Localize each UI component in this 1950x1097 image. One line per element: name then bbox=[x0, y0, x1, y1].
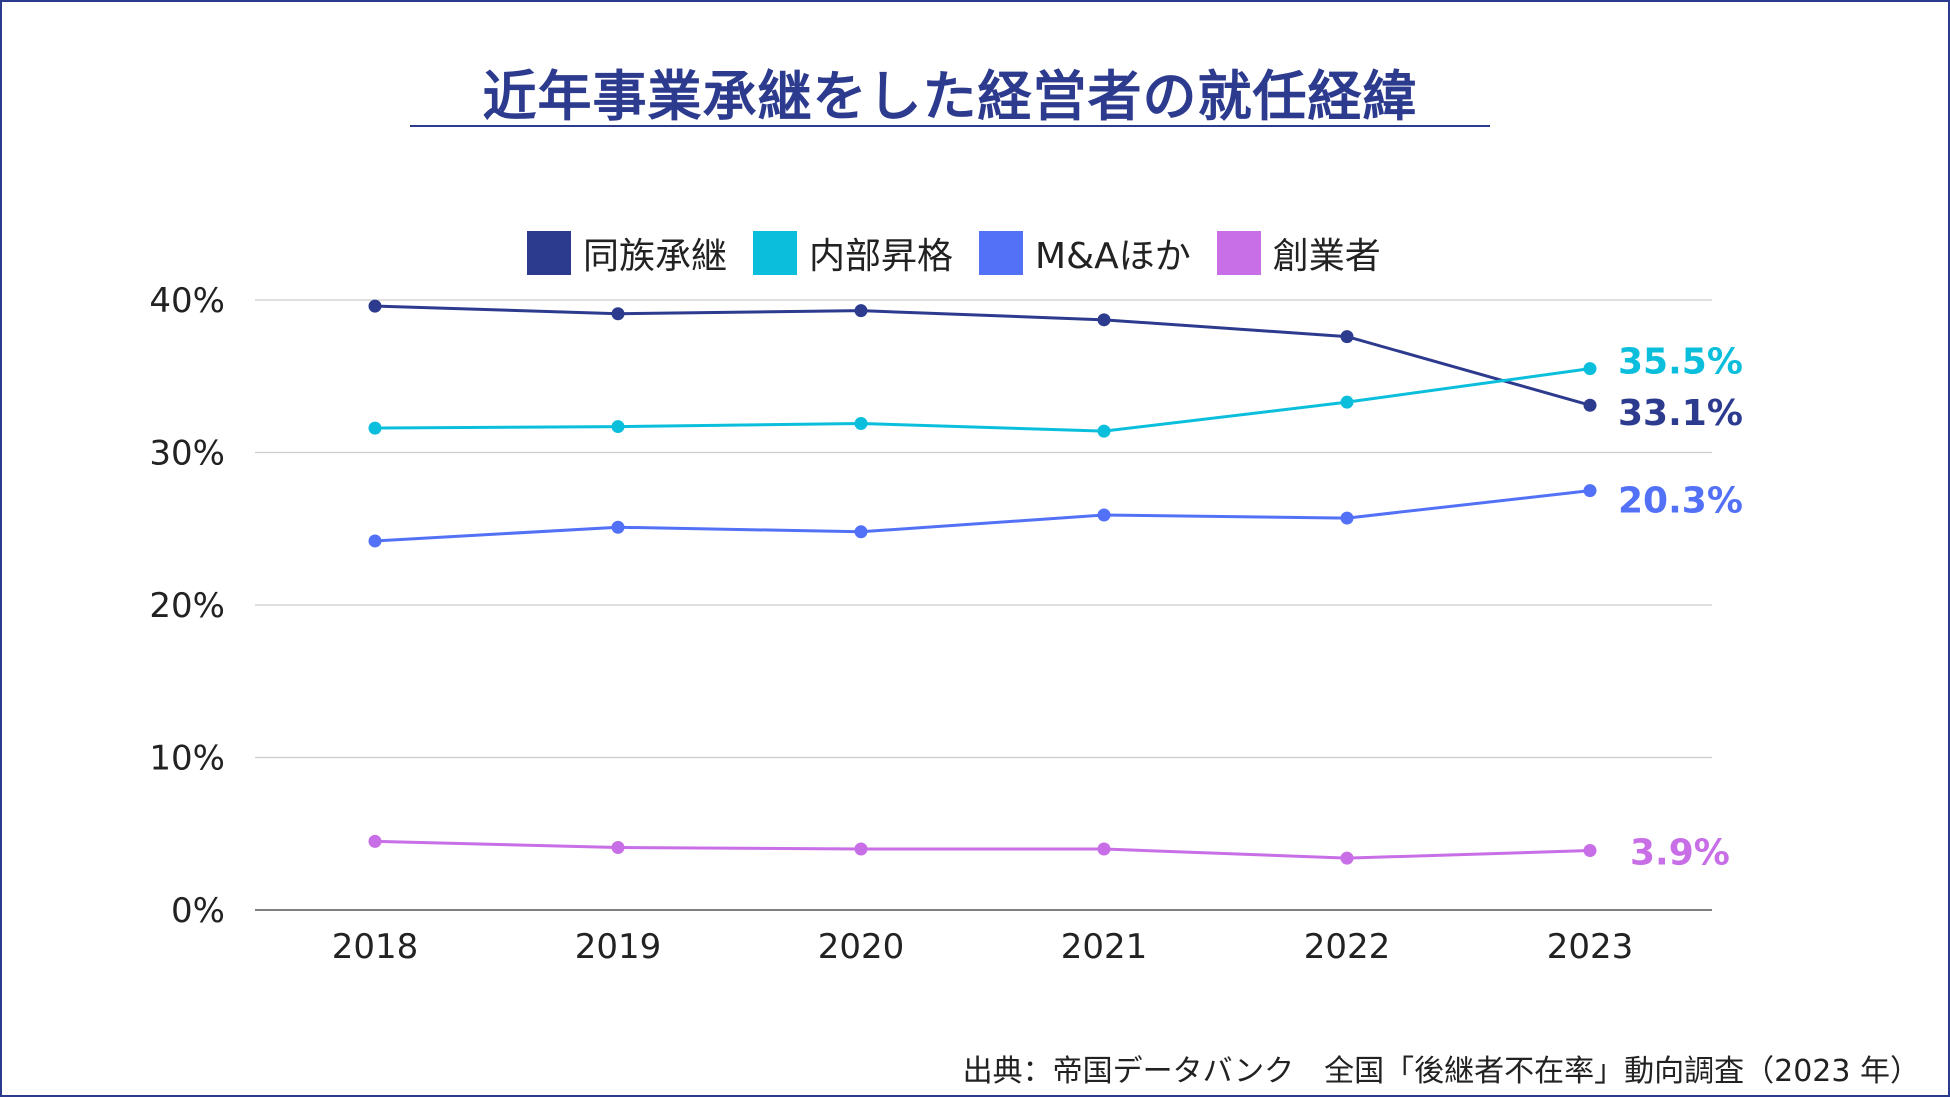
legend-item-dozoku: 同族承継 bbox=[527, 227, 727, 279]
end-label-s1: 35.5% bbox=[1618, 342, 1743, 383]
data-point-s0-2018 bbox=[368, 299, 382, 313]
data-point-s1-2020 bbox=[854, 417, 868, 431]
legend-label-ma: M&Aほか bbox=[1035, 236, 1191, 277]
data-point-s1-2018 bbox=[368, 421, 382, 435]
data-point-s2-2020 bbox=[854, 525, 868, 539]
data-point-s2-2023 bbox=[1583, 484, 1597, 498]
legend-item-sogyo: 創業者 bbox=[1216, 227, 1381, 279]
data-point-s2-2019 bbox=[611, 520, 625, 534]
x-tick-label-2022: 2022 bbox=[1304, 927, 1391, 967]
end-label-s3: 3.9% bbox=[1630, 833, 1730, 874]
data-point-s3-2018 bbox=[368, 834, 382, 848]
data-point-s0-2019 bbox=[611, 307, 625, 321]
end-label-s0: 33.1% bbox=[1618, 393, 1743, 434]
series-line-0 bbox=[374, 304, 1591, 407]
legend-label-sogyo: 創業者 bbox=[1272, 236, 1381, 277]
title-underline bbox=[410, 125, 1490, 127]
data-point-s1-2021 bbox=[1097, 424, 1111, 438]
series-line-1 bbox=[374, 367, 1591, 433]
legend-item-naibu: 内部昇格 bbox=[753, 227, 953, 279]
y-tick-label-30: 30% bbox=[149, 434, 225, 474]
data-point-s2-2022 bbox=[1340, 511, 1354, 525]
series-line-2 bbox=[374, 489, 1591, 543]
data-point-s3-2019 bbox=[611, 840, 625, 854]
legend-swatch-naibu bbox=[753, 231, 798, 275]
chart-title: 近年事業承継をした経営者の就任経緯 bbox=[482, 65, 1418, 128]
x-tick-label-2021: 2021 bbox=[1061, 927, 1148, 967]
data-point-s2-2018 bbox=[368, 534, 382, 548]
data-point-s1-2023 bbox=[1583, 362, 1597, 376]
y-tick-label-40: 40% bbox=[149, 281, 225, 321]
x-tick-label-2023: 2023 bbox=[1547, 927, 1634, 967]
data-point-s0-2021 bbox=[1097, 313, 1111, 327]
end-label-s2: 20.3% bbox=[1618, 481, 1743, 522]
series-line-3 bbox=[374, 839, 1591, 860]
legend-label-naibu: 内部昇格 bbox=[809, 236, 954, 277]
legend-label-dozoku: 同族承継 bbox=[583, 236, 728, 277]
legend-swatch-sogyo bbox=[1216, 231, 1261, 275]
source-note: 出典：帝国データバンク 全国「後継者不在率」動向調査（2023 年） bbox=[962, 1054, 1920, 1089]
data-point-s0-2023 bbox=[1583, 398, 1597, 412]
data-point-s1-2019 bbox=[611, 420, 625, 434]
legend: 同族承継 内部昇格 M&Aほか 創業者 bbox=[527, 228, 1407, 278]
y-tick-label-10: 10% bbox=[149, 739, 225, 779]
y-tick-label-0: 0% bbox=[171, 891, 225, 931]
data-point-s2-2021 bbox=[1097, 508, 1111, 522]
x-tick-label-2018: 2018 bbox=[332, 927, 419, 967]
legend-swatch-ma bbox=[979, 231, 1024, 275]
data-point-s0-2022 bbox=[1340, 330, 1354, 344]
y-tick-label-20: 20% bbox=[149, 586, 225, 626]
data-point-s3-2022 bbox=[1340, 851, 1354, 865]
legend-item-ma: M&Aほか bbox=[979, 227, 1191, 279]
x-tick-label-2020: 2020 bbox=[818, 927, 905, 967]
data-point-s3-2020 bbox=[854, 842, 868, 856]
data-point-s3-2021 bbox=[1097, 842, 1111, 856]
data-point-s1-2022 bbox=[1340, 395, 1354, 409]
x-tick-label-2019: 2019 bbox=[575, 927, 662, 967]
data-point-s0-2020 bbox=[854, 304, 868, 318]
legend-swatch-dozoku bbox=[527, 231, 571, 275]
data-point-s3-2023 bbox=[1583, 844, 1597, 858]
